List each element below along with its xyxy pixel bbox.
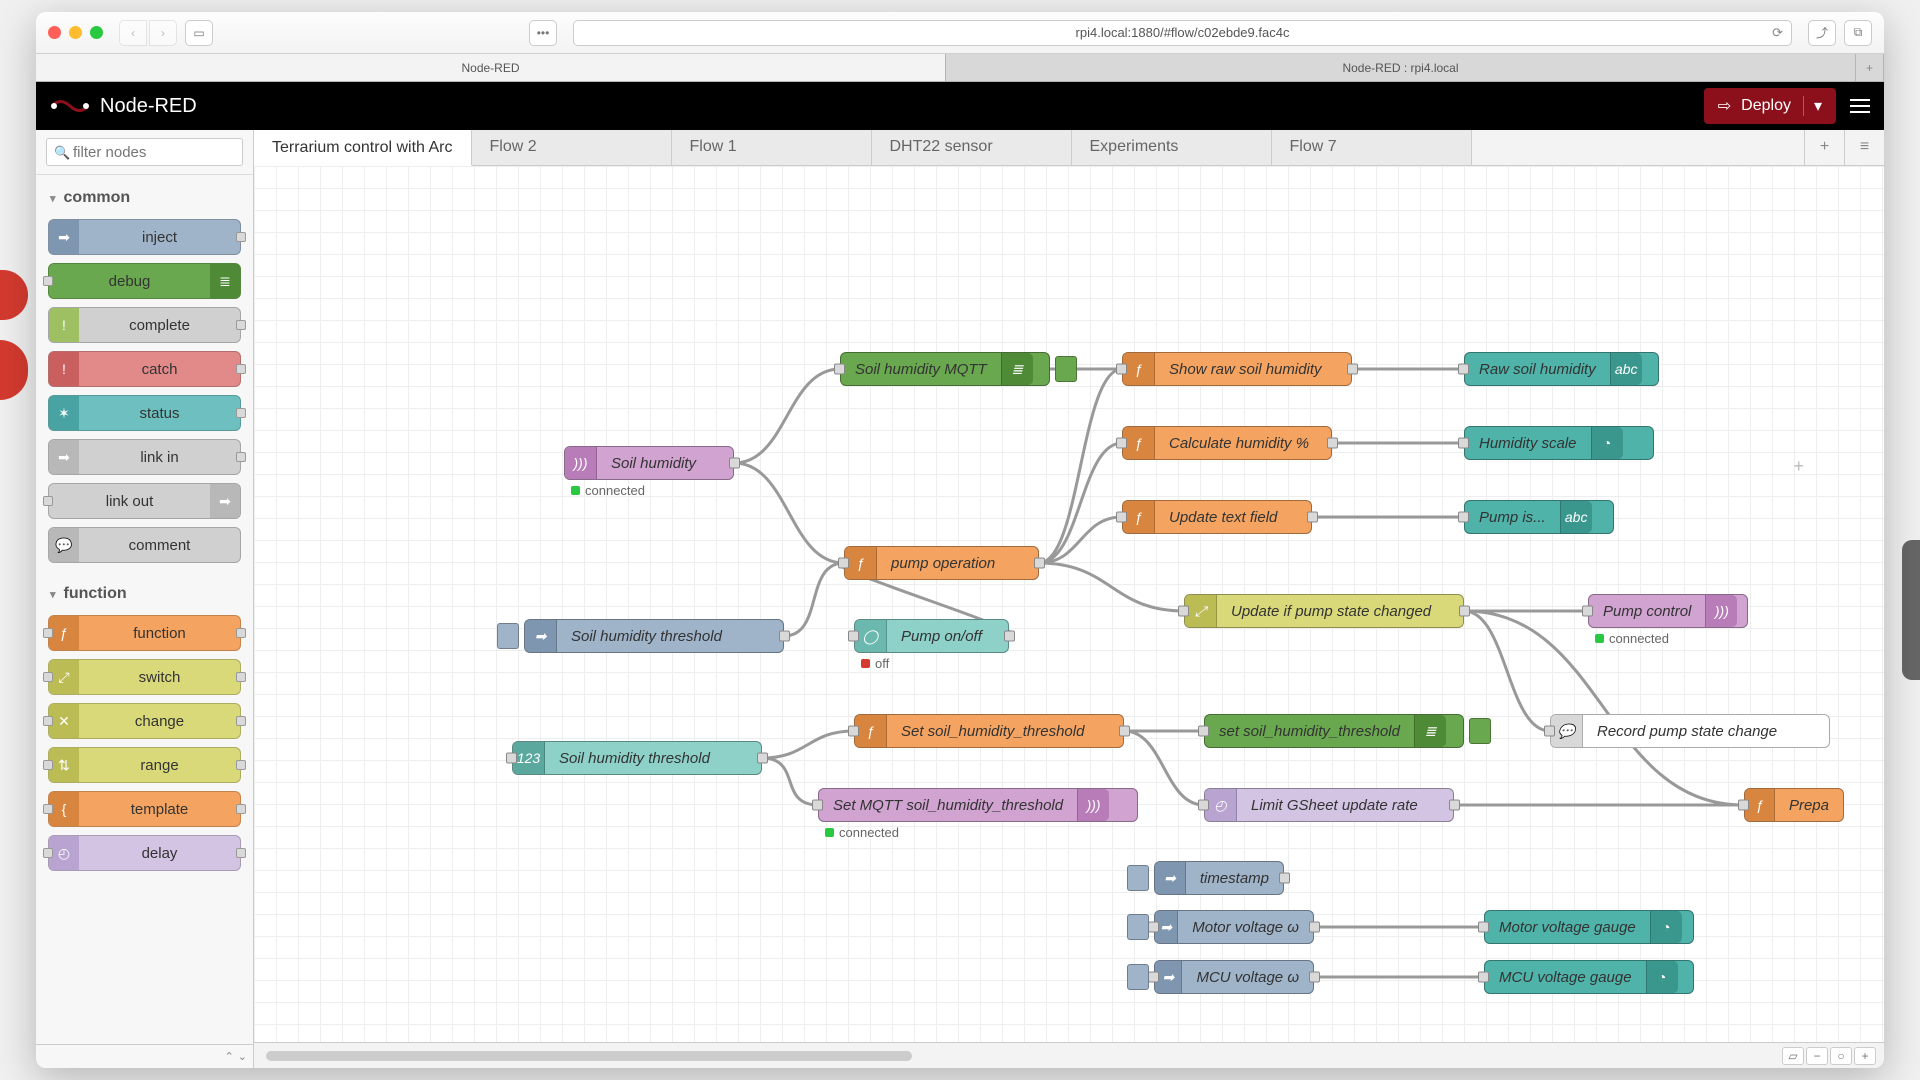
zoom-reset-button[interactable]: ○ (1830, 1047, 1852, 1065)
zoom-out-button[interactable]: − (1806, 1047, 1828, 1065)
flow-node[interactable]: ➡Soil humidity threshold (524, 619, 784, 653)
palette-footer: ⌃ ⌄ (36, 1044, 253, 1068)
flow-node[interactable]: ➡timestamp (1154, 861, 1284, 895)
browser-tabs: Node-RED Node-RED : rpi4.local + (36, 54, 1884, 82)
close-icon[interactable] (48, 26, 61, 39)
flow-node[interactable]: ◴Limit GSheet update rate (1204, 788, 1454, 822)
deploy-button[interactable]: ⇨ Deploy ▾ (1704, 88, 1836, 124)
url-bar[interactable]: rpi4.local:1880/#flow/c02ebde9.fac4c ⟳ (573, 20, 1792, 46)
plus-icon: + (1793, 456, 1804, 477)
flow-node[interactable]: ƒCalculate humidity % (1122, 426, 1332, 460)
nodered-header: Node-RED ⇨ Deploy ▾ (36, 82, 1884, 130)
flow-tabs: Terrarium control with ArcFlow 2Flow 1DH… (254, 130, 1884, 166)
palette-category[interactable]: ▾function (46, 577, 243, 611)
minimize-icon[interactable] (69, 26, 82, 39)
zoom-in-button[interactable]: + (1854, 1047, 1876, 1065)
flow-tab[interactable]: Terrarium control with Arc (254, 130, 472, 166)
flow-node[interactable]: Set MQTT soil_humidity_threshold)))conne… (818, 788, 1138, 822)
new-tab-button[interactable]: + (1856, 54, 1884, 81)
palette-node[interactable]: ➡inject (48, 219, 241, 255)
palette-node[interactable]: !complete (48, 307, 241, 343)
chevron-down-icon[interactable]: ▾ (1803, 96, 1822, 116)
workspace: Terrarium control with ArcFlow 2Flow 1DH… (254, 130, 1884, 1068)
palette: 🔍 ▾common ➡inject debug≣ !complete !catch ✶st… (36, 130, 254, 1068)
add-flow-button[interactable]: + (1804, 130, 1844, 165)
flow-node[interactable]: ƒSet soil_humidity_threshold (854, 714, 1124, 748)
palette-node[interactable]: ✶status (48, 395, 241, 431)
flow-node[interactable]: set soil_humidity_threshold≣ (1204, 714, 1464, 748)
flow-node[interactable]: Raw soil humidityabc (1464, 352, 1659, 386)
palette-node[interactable]: debug≣ (48, 263, 241, 299)
flow-tab[interactable]: Experiments (1072, 130, 1272, 165)
flow-canvas[interactable]: + )))Soil humidityconnected Soil humidity… (254, 166, 1884, 1042)
window-controls[interactable] (48, 26, 103, 39)
palette-node[interactable]: ⤢switch (48, 659, 241, 695)
flow-node[interactable]: ƒUpdate text field (1122, 500, 1312, 534)
flow-tab[interactable]: DHT22 sensor (872, 130, 1072, 165)
share-button[interactable]: ⤴ (1808, 20, 1836, 46)
url-text: rpi4.local:1880/#flow/c02ebde9.fac4c (1076, 25, 1290, 40)
forward-button[interactable]: › (149, 20, 177, 46)
reload-icon[interactable]: ⟳ (1772, 25, 1783, 41)
maximize-icon[interactable] (90, 26, 103, 39)
flow-node[interactable]: ƒPrepa (1744, 788, 1844, 822)
sidebar-button[interactable]: ▭ (185, 20, 213, 46)
flow-node[interactable]: 123Soil humidity threshold (512, 741, 762, 775)
flow-node[interactable]: ƒpump operation (844, 546, 1039, 580)
flow-node[interactable]: Pump control)))connected (1588, 594, 1748, 628)
browser-tab[interactable]: Node-RED : rpi4.local (946, 54, 1856, 81)
back-button[interactable]: ‹ (119, 20, 147, 46)
palette-category[interactable]: ▾common (46, 181, 243, 215)
palette-node[interactable]: link out➡ (48, 483, 241, 519)
menu-button[interactable] (1850, 99, 1870, 113)
flow-tab[interactable]: Flow 7 (1272, 130, 1472, 165)
browser-tab[interactable]: Node-RED (36, 54, 946, 81)
workspace-footer: ▱ − ○ + (254, 1042, 1884, 1068)
palette-node[interactable]: ✕change (48, 703, 241, 739)
flow-node[interactable]: Motor voltage gauge◔ (1484, 910, 1694, 944)
reader-button[interactable]: ••• (529, 20, 557, 46)
horizontal-scrollbar[interactable] (266, 1051, 912, 1061)
palette-node[interactable]: {template (48, 791, 241, 827)
flow-tab[interactable]: Flow 1 (672, 130, 872, 165)
flow-node[interactable]: MCU voltage gauge◔ (1484, 960, 1694, 994)
deploy-icon: ⇨ (1718, 96, 1731, 116)
flow-node[interactable]: Soil humidity MQTT≣ (840, 352, 1050, 386)
flow-node[interactable]: 💬Record pump state change (1550, 714, 1830, 748)
nav-button[interactable]: ▱ (1782, 1047, 1804, 1065)
flow-node[interactable]: ⤢Update if pump state changed (1184, 594, 1464, 628)
list-flows-button[interactable]: ≡ (1844, 130, 1884, 165)
palette-node[interactable]: ƒfunction (48, 615, 241, 651)
expand-icon[interactable]: ⌄ (238, 1050, 247, 1063)
nodered-logo: Node-RED (50, 95, 197, 118)
palette-node[interactable]: 💬comment (48, 527, 241, 563)
flow-node[interactable]: ƒShow raw soil humidity (1122, 352, 1352, 386)
palette-node[interactable]: ◴delay (48, 835, 241, 871)
flow-node[interactable]: ➡MCU voltage ω (1154, 960, 1314, 994)
flow-tab[interactable]: Flow 2 (472, 130, 672, 165)
flow-node[interactable]: )))Soil humidityconnected (564, 446, 734, 480)
collapse-icon[interactable]: ⌃ (225, 1050, 234, 1063)
search-icon: 🔍 (54, 145, 70, 161)
flow-node[interactable]: Humidity scale◔ (1464, 426, 1654, 460)
palette-node[interactable]: !catch (48, 351, 241, 387)
palette-filter-input[interactable] (46, 138, 243, 166)
tabs-button[interactable]: ⧉ (1844, 20, 1872, 46)
browser-window: ‹ › ▭ ••• rpi4.local:1880/#flow/c02ebde9… (36, 12, 1884, 1068)
palette-node[interactable]: ⇅range (48, 747, 241, 783)
flow-node[interactable]: ➡Motor voltage ω (1154, 910, 1314, 944)
palette-node[interactable]: ➡link in (48, 439, 241, 475)
titlebar: ‹ › ▭ ••• rpi4.local:1880/#flow/c02ebde9… (36, 12, 1884, 54)
flow-node[interactable]: Pump is...abc (1464, 500, 1614, 534)
flow-node[interactable]: ◯Pump on/offoff (854, 619, 1009, 653)
